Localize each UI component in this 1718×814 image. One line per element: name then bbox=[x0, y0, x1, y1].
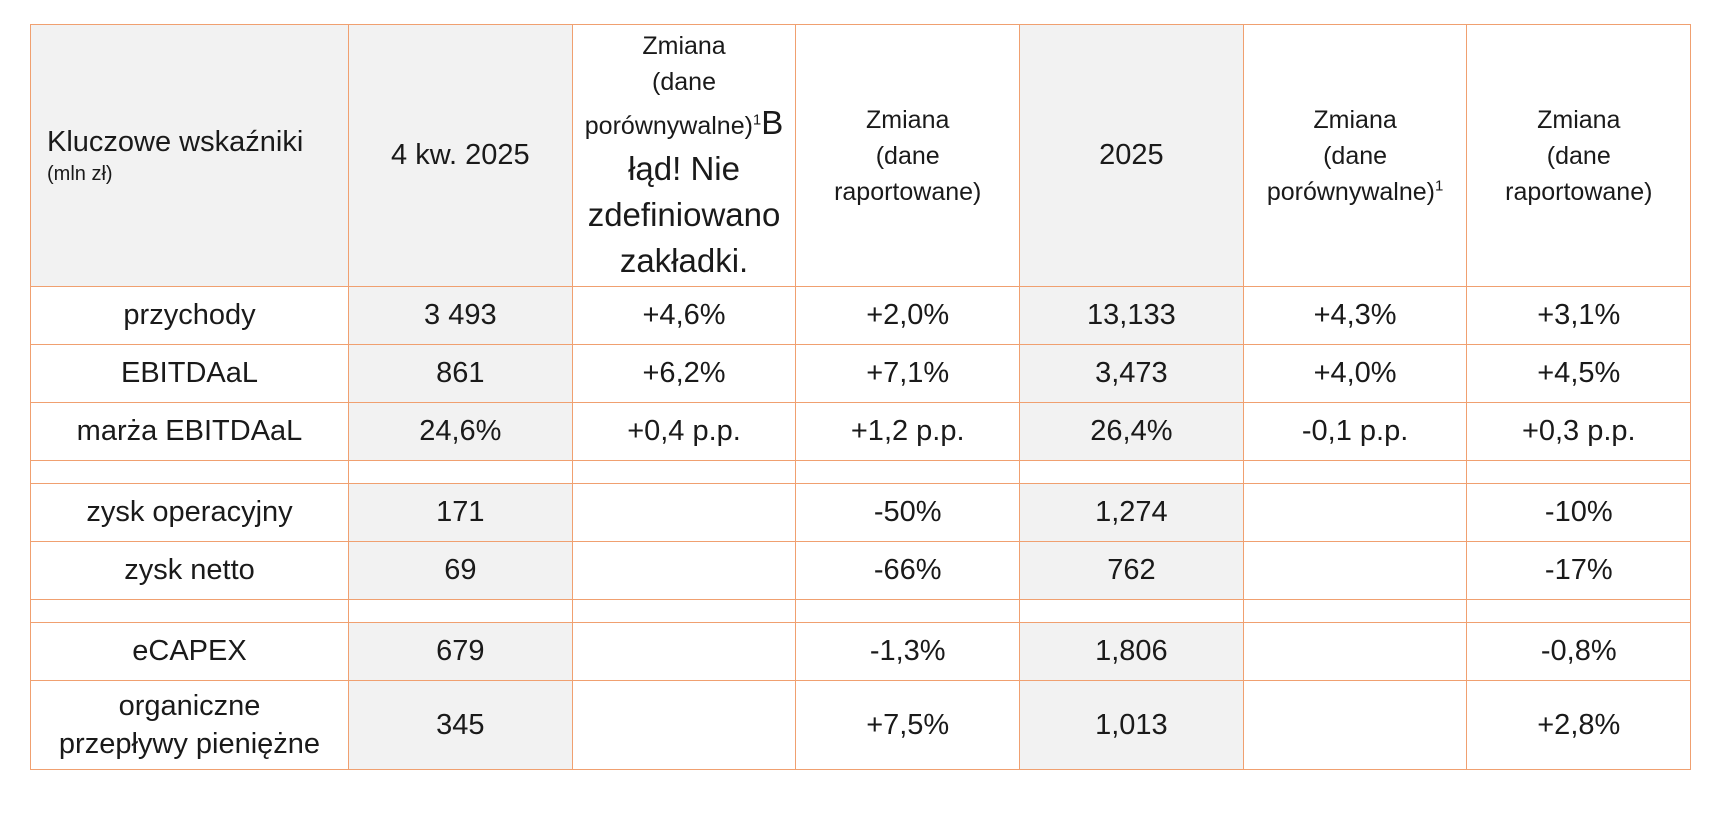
cell-change-comparable-q4 bbox=[571, 622, 797, 681]
cell-change-reported-q4: -66% bbox=[795, 541, 1021, 600]
cell-change-comparable-q4 bbox=[571, 541, 797, 600]
error-text: B bbox=[761, 103, 784, 141]
cell-q4: 679 bbox=[348, 622, 573, 681]
table-row: przychody 3 493 +4,6% +2,0% 13,133 +4,3%… bbox=[30, 286, 1692, 345]
cell-change-reported-year: +3,1% bbox=[1466, 286, 1692, 345]
table-row: EBITDAaL 861 +6,2% +7,1% 3,473 +4,0% +4,… bbox=[30, 344, 1692, 403]
cell-change-comparable-year bbox=[1242, 622, 1468, 681]
cell-change-reported-q4: +2,0% bbox=[795, 286, 1021, 345]
cell-year: 3,473 bbox=[1019, 344, 1244, 403]
cell-q4: 3 493 bbox=[348, 286, 573, 345]
cell-year: 1,806 bbox=[1019, 622, 1244, 681]
cell-change-reported-year: -10% bbox=[1466, 483, 1692, 542]
spacer-row bbox=[30, 460, 1692, 484]
header-change-reported-year: Zmiana (dane raportowane) bbox=[1466, 24, 1692, 287]
row-label: zysk operacyjny bbox=[30, 483, 349, 542]
row-label: marża EBITDAaL bbox=[30, 402, 349, 461]
cell-year: 762 bbox=[1019, 541, 1244, 600]
row-label: przychody bbox=[30, 286, 349, 345]
cell-q4: 69 bbox=[348, 541, 573, 600]
kpi-table: Kluczowe wskaźniki (mln zł) 4 kw. 2025 Z… bbox=[30, 24, 1692, 770]
cell-year: 13,133 bbox=[1019, 286, 1244, 345]
cell-change-reported-q4: +1,2 p.p. bbox=[795, 402, 1021, 461]
cell-change-comparable-year: +4,3% bbox=[1242, 286, 1468, 345]
header-year: 2025 bbox=[1019, 24, 1244, 287]
footnote-marker: 1 bbox=[752, 111, 762, 129]
table-row: zysk netto 69 -66% 762 -17% bbox=[30, 541, 1692, 600]
header-q4: 4 kw. 2025 bbox=[348, 24, 573, 287]
cell-year: 26,4% bbox=[1019, 402, 1244, 461]
table-row: zysk operacyjny 171 -50% 1,274 -10% bbox=[30, 483, 1692, 542]
cell-change-comparable-q4: +6,2% bbox=[571, 344, 797, 403]
cell-year: 1,013 bbox=[1019, 680, 1244, 770]
cell-change-comparable-year: -0,1 p.p. bbox=[1242, 402, 1468, 461]
spacer-row bbox=[30, 599, 1692, 623]
row-label: eCAPEX bbox=[30, 622, 349, 681]
footnote-marker: 1 bbox=[1434, 177, 1444, 195]
header-title: Kluczowe wskaźniki bbox=[47, 125, 304, 158]
header-row: Kluczowe wskaźniki (mln zł) 4 kw. 2025 Z… bbox=[30, 24, 1692, 287]
cell-change-reported-year: +0,3 p.p. bbox=[1466, 402, 1692, 461]
header-change-comparable-q4: Zmiana (dane porównywalne)1B łąd! Nie zd… bbox=[571, 24, 797, 287]
row-label: organiczne przepływy pieniężne bbox=[30, 680, 349, 770]
cell-change-comparable-q4: +4,6% bbox=[571, 286, 797, 345]
cell-change-comparable-year: +4,0% bbox=[1242, 344, 1468, 403]
cell-q4: 171 bbox=[348, 483, 573, 542]
row-label: EBITDAaL bbox=[30, 344, 349, 403]
table-row: marża EBITDAaL 24,6% +0,4 p.p. +1,2 p.p.… bbox=[30, 402, 1692, 461]
cell-change-comparable-year bbox=[1242, 541, 1468, 600]
table-row: eCAPEX 679 -1,3% 1,806 -0,8% bbox=[30, 622, 1692, 681]
cell-change-comparable-q4 bbox=[571, 680, 797, 770]
header-unit: (mln zł) bbox=[47, 162, 113, 185]
header-change-comparable-year: Zmiana (dane porównywalne)1 bbox=[1242, 24, 1468, 287]
cell-q4: 861 bbox=[348, 344, 573, 403]
cell-change-reported-year: +4,5% bbox=[1466, 344, 1692, 403]
cell-change-reported-q4: +7,5% bbox=[795, 680, 1021, 770]
header-change-reported-q4: Zmiana (dane raportowane) bbox=[795, 24, 1021, 287]
cell-change-reported-q4: +7,1% bbox=[795, 344, 1021, 403]
table-row: organiczne przepływy pieniężne 345 +7,5%… bbox=[30, 680, 1692, 770]
cell-change-reported-year: +2,8% bbox=[1466, 680, 1692, 770]
kpi-table-container: Kluczowe wskaźniki (mln zł) 4 kw. 2025 Z… bbox=[30, 24, 1692, 770]
cell-change-comparable-year bbox=[1242, 680, 1468, 770]
cell-change-comparable-q4: +0,4 p.p. bbox=[571, 402, 797, 461]
cell-change-reported-q4: -1,3% bbox=[795, 622, 1021, 681]
cell-q4: 345 bbox=[348, 680, 573, 770]
cell-year: 1,274 bbox=[1019, 483, 1244, 542]
cell-change-reported-q4: -50% bbox=[795, 483, 1021, 542]
row-label: zysk netto bbox=[30, 541, 349, 600]
cell-change-comparable-year bbox=[1242, 483, 1468, 542]
cell-change-reported-year: -17% bbox=[1466, 541, 1692, 600]
cell-change-comparable-q4 bbox=[571, 483, 797, 542]
header-indicator: Kluczowe wskaźniki (mln zł) bbox=[30, 24, 349, 287]
cell-change-reported-year: -0,8% bbox=[1466, 622, 1692, 681]
cell-q4: 24,6% bbox=[348, 402, 573, 461]
